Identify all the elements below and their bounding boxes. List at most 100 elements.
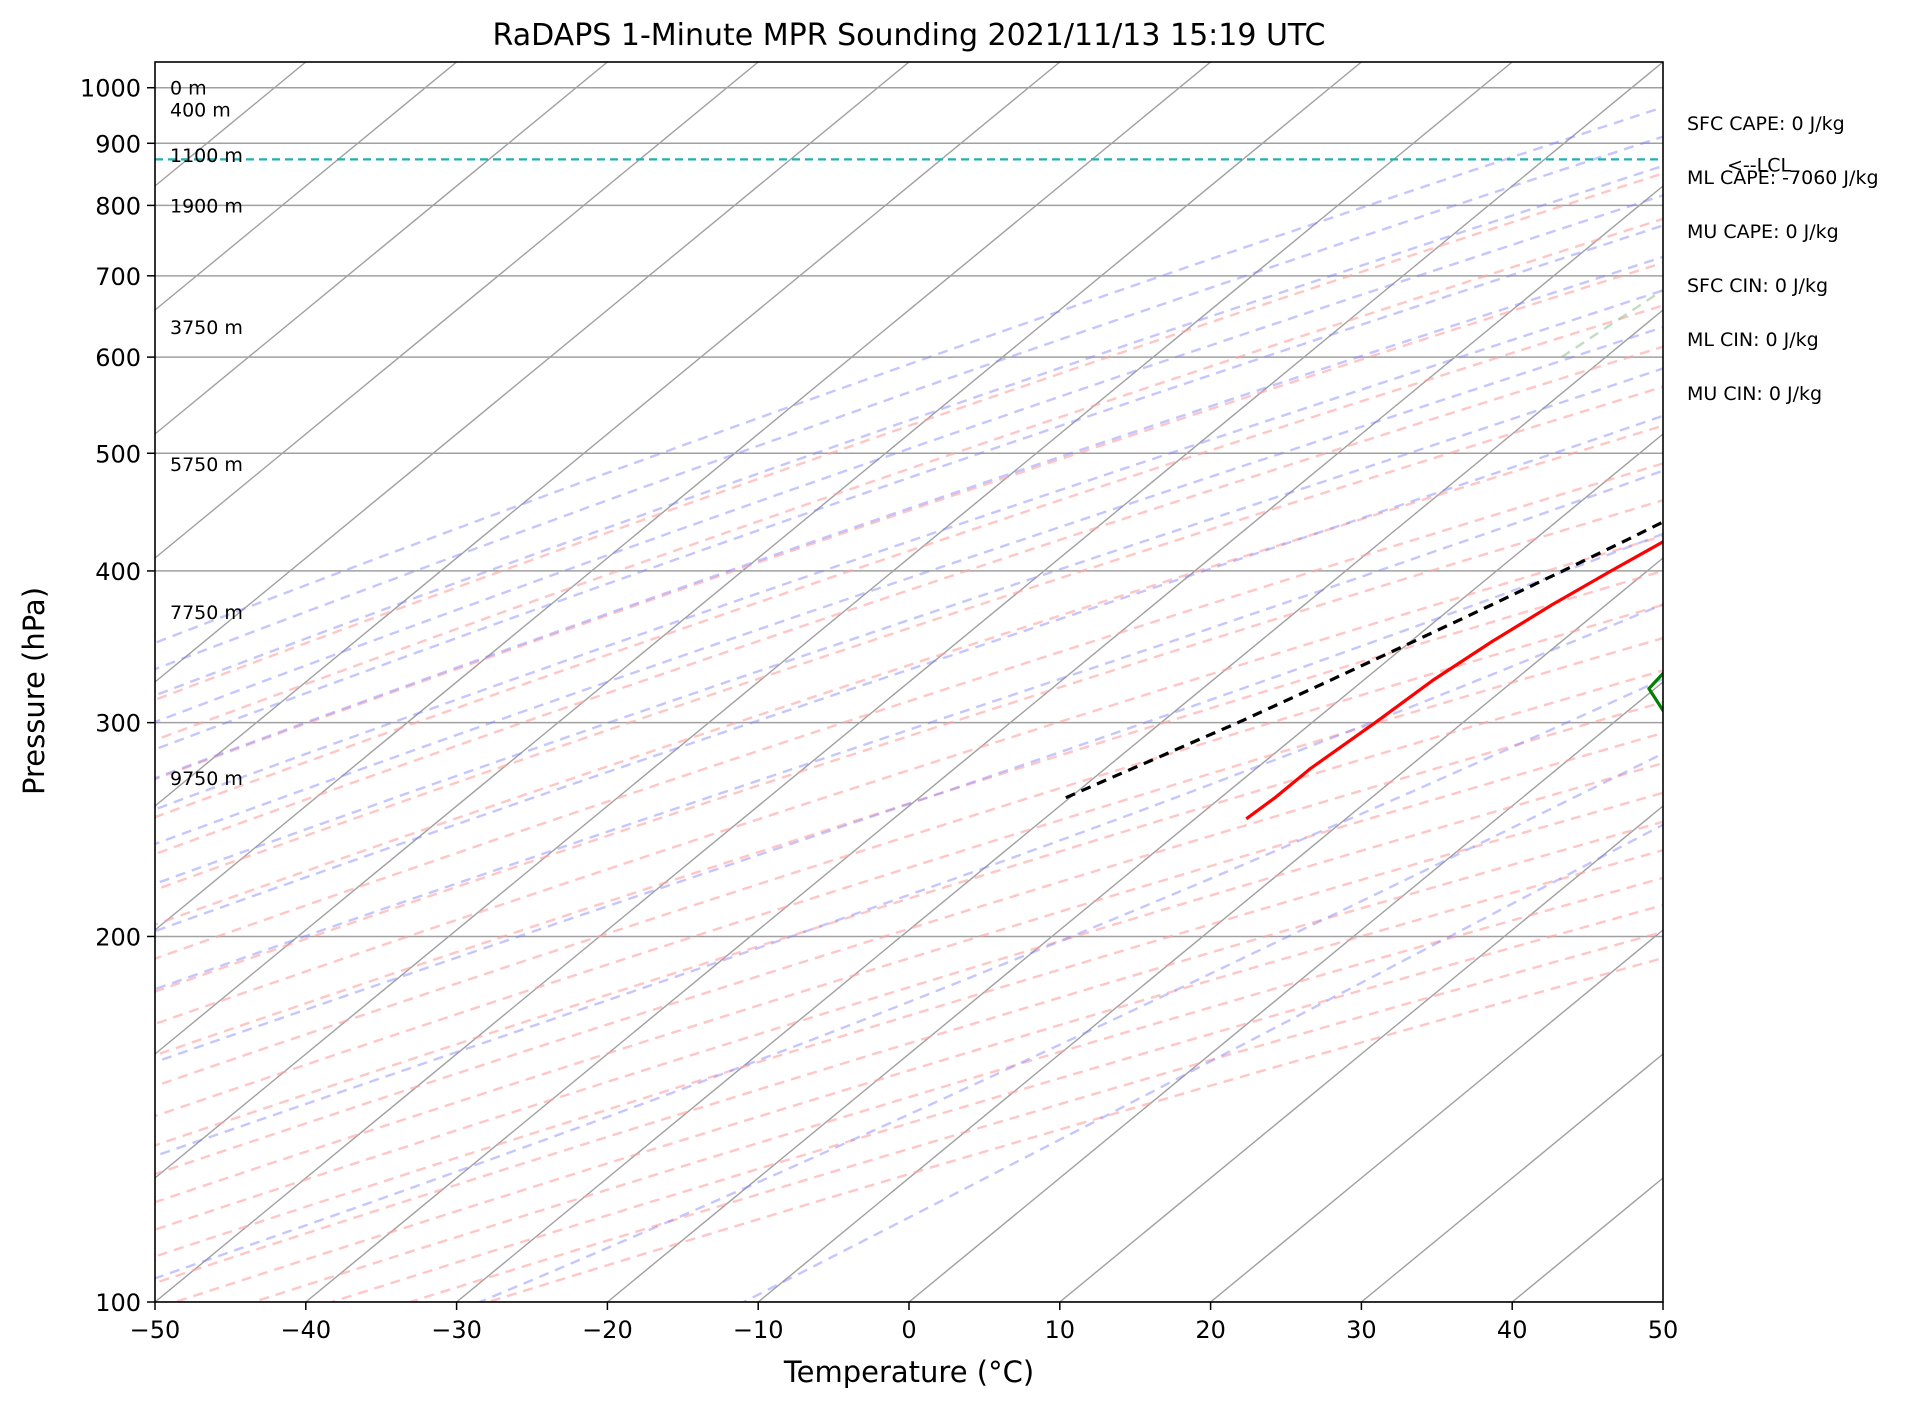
y-tick-label: 300 (95, 710, 141, 738)
moist-adiabat-line (155, 289, 1663, 811)
dry-adiabat-line (155, 636, 1663, 1118)
x-tick-label: 40 (1497, 1316, 1528, 1344)
dry-adiabat-line (155, 700, 1663, 1176)
dry-adiabat-line (155, 172, 1663, 702)
moist-adiabat-line (155, 105, 1663, 645)
height-label: 7750 m (170, 602, 243, 624)
x-tick-label: 50 (1648, 1316, 1679, 1344)
indices-panel: SFC CAPE: 0 J/kg ML CAPE: -7060 J/kg MU CA… (1687, 113, 1879, 405)
dry-adiabat-line (155, 761, 1663, 1231)
moist-adiabat-line (155, 164, 1663, 697)
moist-adiabat-line (155, 255, 1663, 780)
mixing-ratio-line (1908, 62, 1922, 357)
x-tick-label: −50 (130, 1316, 181, 1344)
mixing-ratio-line (1711, 62, 1922, 357)
moist-adiabat-line (155, 325, 1663, 846)
isotherm-line (606, 433, 1663, 1302)
index-label: MU CIN: 0 J/kg (1687, 383, 1822, 405)
x-tick-label: −30 (431, 1316, 482, 1344)
isotherm-line (155, 62, 1061, 807)
isotherm-line (155, 62, 759, 559)
dry-adiabat-line (155, 424, 1663, 926)
dry-adiabat-line (155, 462, 1663, 960)
dry-adiabat-line (155, 534, 1663, 1026)
mixing-ratio-line (1833, 62, 1922, 357)
dry-adiabat-line (155, 217, 1663, 742)
isotherm-line (155, 62, 1362, 1055)
mixing-ratio-line (1560, 288, 1663, 359)
isotherm-line (1210, 929, 1663, 1302)
index-label: SFC CAPE: 0 J/kg (1687, 113, 1845, 135)
isotherm-line (1360, 1053, 1663, 1302)
index-label: MU CAPE: 0 J/kg (1687, 221, 1839, 243)
x-tick-label: 10 (1045, 1316, 1076, 1344)
y-tick-label: 800 (95, 192, 141, 220)
y-tick-label: 900 (95, 130, 141, 158)
dry-adiabat-line (155, 603, 1663, 1088)
x-tick-label: −40 (280, 1316, 331, 1344)
y-tick-label: 100 (95, 1289, 141, 1317)
isotherm-line (1059, 805, 1663, 1302)
dry-adiabat-line (155, 345, 1663, 856)
plot-area (0, 61, 1922, 1303)
moist-adiabat-line (155, 367, 1663, 886)
isotherm-line (155, 62, 458, 311)
y-tick-label: 600 (95, 344, 141, 372)
height-label: 0 m (170, 78, 207, 100)
dry-adiabat-line (487, 956, 1663, 1302)
dry-adiabat-line (155, 669, 1663, 1147)
y-tick-label: 500 (95, 440, 141, 468)
y-axis-label: Pressure (hPa) (17, 587, 51, 795)
y-axis: 100 200 300 400 500 600 700 800 900 1000 (80, 75, 155, 1317)
moist-adiabat-line (155, 603, 1663, 1158)
dry-adiabat-line (155, 791, 1663, 1258)
isotherm-line (155, 62, 608, 435)
height-label: 1900 m (170, 195, 243, 217)
isotherm-line (305, 185, 1663, 1302)
lcl-label: <--LCL (1727, 154, 1791, 176)
moist-adiabat-line (155, 135, 1663, 671)
dry-adiabat-line (155, 498, 1663, 993)
isotherm-line (155, 62, 1513, 1179)
moist-adiabat-line (479, 752, 1663, 1302)
dry-adiabat-line (155, 304, 1663, 819)
dry-adiabat-line (155, 731, 1663, 1204)
index-label: ML CIN: 0 J/kg (1687, 329, 1819, 351)
x-tick-label: 0 (901, 1316, 916, 1344)
y-tick-label: 1000 (80, 75, 141, 103)
dry-adiabat-line (155, 820, 1663, 1285)
x-tick-label: 20 (1195, 1316, 1226, 1344)
height-label: 400 m (170, 99, 231, 121)
dry-adiabat-line (331, 903, 1663, 1302)
isotherm-line (456, 309, 1663, 1302)
parcel-line (1064, 520, 1663, 800)
isotherm-line (0, 62, 4, 1302)
isotherm-line (155, 62, 910, 683)
moist-adiabat-line (155, 194, 1663, 724)
dry-adiabat-line (409, 930, 1663, 1302)
dry-adiabat-line (155, 261, 1663, 781)
isotherm-line (155, 62, 1212, 931)
moist-adiabat-line (155, 677, 1663, 1280)
x-tick-label: −10 (733, 1316, 784, 1344)
temperature-line (1245, 540, 1663, 821)
moist-adiabat-line (155, 224, 1663, 751)
x-axis: −50 −40 −30 −20 −10 0 10 20 30 40 50 (130, 1302, 1679, 1344)
plot-lines (0, 62, 1922, 1302)
height-label: 1100 m (170, 145, 243, 167)
height-label: 9750 m (170, 768, 243, 790)
height-label: 5750 m (170, 454, 243, 476)
moist-adiabat-line (743, 823, 1663, 1302)
x-axis-label: Temperature (°C) (783, 1355, 1034, 1389)
y-tick-label: 700 (95, 263, 141, 291)
y-tick-label: 400 (95, 558, 141, 586)
dry-adiabat-line (155, 569, 1663, 1057)
index-label: ML CAPE: -7060 J/kg (1687, 167, 1879, 189)
x-tick-label: 30 (1346, 1316, 1377, 1344)
isotherm-line (1511, 1177, 1663, 1302)
moist-adiabat-line (155, 469, 1663, 991)
moist-adiabat-line (155, 532, 1663, 1064)
isotherm-line (908, 681, 1663, 1302)
